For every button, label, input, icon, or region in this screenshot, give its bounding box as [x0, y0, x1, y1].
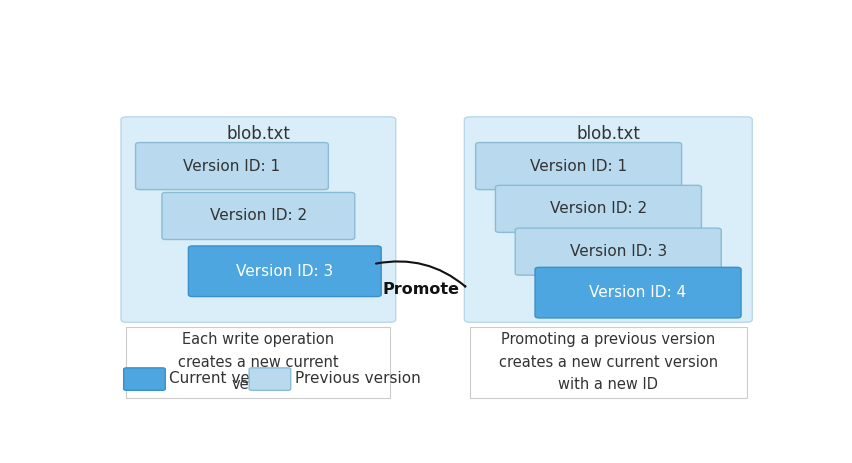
- FancyBboxPatch shape: [464, 117, 752, 322]
- Text: Version ID: 2: Version ID: 2: [550, 201, 647, 216]
- FancyBboxPatch shape: [475, 143, 682, 190]
- FancyBboxPatch shape: [515, 228, 722, 275]
- Text: blob.txt: blob.txt: [577, 125, 640, 143]
- FancyArrowPatch shape: [376, 262, 465, 287]
- Bar: [469, 326, 747, 398]
- Text: Version ID: 4: Version ID: 4: [590, 285, 687, 300]
- FancyBboxPatch shape: [162, 193, 354, 239]
- Text: Previous version: Previous version: [295, 371, 420, 387]
- Text: Version ID: 3: Version ID: 3: [236, 264, 333, 279]
- Text: Version ID: 1: Version ID: 1: [530, 159, 627, 174]
- FancyBboxPatch shape: [495, 185, 701, 232]
- Bar: [126, 326, 390, 398]
- Text: Promoting a previous version
creates a new current version
with a new ID: Promoting a previous version creates a n…: [498, 332, 718, 392]
- FancyBboxPatch shape: [124, 368, 165, 390]
- FancyBboxPatch shape: [121, 117, 395, 322]
- Text: Version ID: 3: Version ID: 3: [570, 244, 667, 259]
- Text: blob.txt: blob.txt: [227, 125, 291, 143]
- FancyBboxPatch shape: [535, 267, 741, 318]
- Text: Promote: Promote: [383, 282, 459, 297]
- FancyBboxPatch shape: [249, 368, 291, 390]
- FancyBboxPatch shape: [135, 143, 328, 190]
- FancyBboxPatch shape: [188, 246, 381, 297]
- Text: Each write operation
creates a new current
version: Each write operation creates a new curre…: [178, 332, 339, 392]
- Text: Version ID: 1: Version ID: 1: [183, 159, 280, 174]
- Text: Version ID: 2: Version ID: 2: [210, 208, 307, 224]
- Text: Current version: Current version: [170, 371, 288, 387]
